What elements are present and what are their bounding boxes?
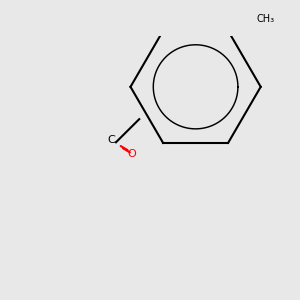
Text: CH₃: CH₃ bbox=[256, 14, 274, 24]
Text: O: O bbox=[128, 149, 136, 159]
Text: C: C bbox=[107, 135, 115, 145]
